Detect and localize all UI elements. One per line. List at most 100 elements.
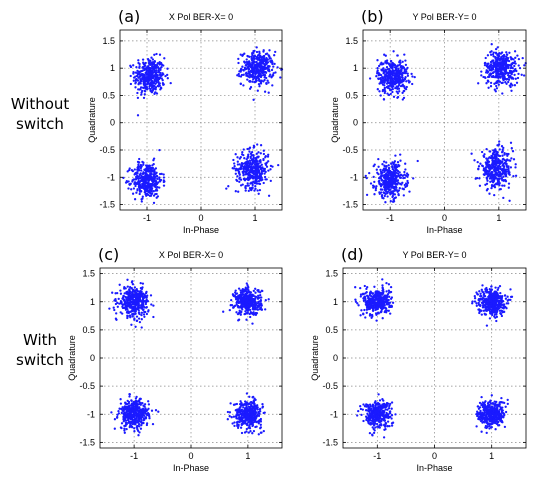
data-point xyxy=(498,61,502,64)
data-point xyxy=(238,407,241,410)
data-point xyxy=(262,181,265,185)
data-point xyxy=(259,160,262,163)
data-point xyxy=(163,57,166,60)
data-point xyxy=(363,308,366,312)
data-point xyxy=(248,425,251,428)
data-point xyxy=(128,285,132,289)
data-point xyxy=(403,77,407,80)
data-point xyxy=(145,172,148,176)
data-point xyxy=(251,396,254,399)
data-point xyxy=(490,177,493,180)
data-point xyxy=(249,311,252,314)
data-point xyxy=(378,82,381,85)
data-point xyxy=(486,187,489,191)
data-point xyxy=(252,62,255,65)
data-point xyxy=(389,200,392,203)
data-point xyxy=(379,94,382,97)
data-point xyxy=(380,61,383,64)
data-point xyxy=(394,196,398,199)
data-point xyxy=(362,312,365,315)
data-point xyxy=(392,63,395,66)
data-point xyxy=(126,418,130,422)
data-point xyxy=(159,178,163,182)
data-point xyxy=(406,179,409,183)
data-point xyxy=(111,291,114,294)
data-point xyxy=(123,287,126,290)
data-point xyxy=(263,411,266,414)
data-point xyxy=(128,393,132,396)
data-point xyxy=(157,69,160,72)
data-point xyxy=(507,182,511,185)
data-point xyxy=(265,178,268,181)
data-point xyxy=(147,403,151,406)
data-point xyxy=(140,176,143,179)
data-point xyxy=(235,408,238,412)
data-point xyxy=(262,149,265,152)
data-point xyxy=(124,417,127,421)
chart-title: X Pol BER-X= 0 xyxy=(169,12,233,22)
data-point xyxy=(258,419,261,422)
data-point xyxy=(397,189,401,192)
data-point xyxy=(147,400,150,403)
data-point xyxy=(138,402,141,406)
data-point xyxy=(405,68,408,71)
data-point xyxy=(252,169,256,172)
data-point xyxy=(236,422,239,426)
data-point xyxy=(128,425,132,428)
data-point xyxy=(133,286,137,289)
data-point xyxy=(147,407,150,410)
data-point xyxy=(489,81,493,85)
data-point xyxy=(263,56,266,60)
data-point xyxy=(503,184,506,187)
data-point xyxy=(480,74,483,77)
data-point xyxy=(242,68,245,72)
data-point xyxy=(142,183,145,187)
data-point xyxy=(259,426,263,429)
data-point xyxy=(138,192,141,196)
data-point xyxy=(250,297,253,300)
data-point xyxy=(146,79,149,82)
data-point xyxy=(513,68,516,72)
data-point xyxy=(148,82,151,86)
data-point xyxy=(249,295,253,298)
data-point xyxy=(157,62,160,65)
data-point xyxy=(403,53,406,56)
data-point xyxy=(135,315,139,318)
row-label-line: With xyxy=(22,331,58,349)
data-point xyxy=(139,173,142,176)
data-point xyxy=(249,315,252,319)
data-point xyxy=(246,168,250,172)
data-point xyxy=(382,296,385,300)
data-point xyxy=(390,186,393,189)
data-point xyxy=(478,177,481,180)
data-point xyxy=(502,77,505,81)
data-point xyxy=(156,195,160,198)
data-point xyxy=(159,68,162,72)
data-point xyxy=(127,407,130,410)
data-point xyxy=(376,88,379,91)
data-point xyxy=(404,59,407,62)
data-point xyxy=(491,152,495,155)
data-point xyxy=(127,295,131,299)
data-point xyxy=(269,164,273,168)
data-point xyxy=(493,156,496,159)
data-point xyxy=(133,198,137,201)
data-point xyxy=(264,156,267,159)
data-point xyxy=(146,193,150,197)
data-point xyxy=(121,409,124,412)
y-tick-label: -1 xyxy=(87,409,95,419)
data-point xyxy=(249,73,252,76)
data-point xyxy=(264,52,268,56)
data-point xyxy=(502,54,506,57)
data-point xyxy=(152,304,155,307)
data-point xyxy=(368,314,372,317)
data-point xyxy=(368,77,372,80)
data-point xyxy=(251,161,255,164)
data-point xyxy=(258,302,262,305)
data-point xyxy=(267,68,271,71)
data-point xyxy=(145,77,148,80)
data-point xyxy=(156,177,159,181)
data-point xyxy=(149,89,152,92)
data-point xyxy=(238,163,241,166)
